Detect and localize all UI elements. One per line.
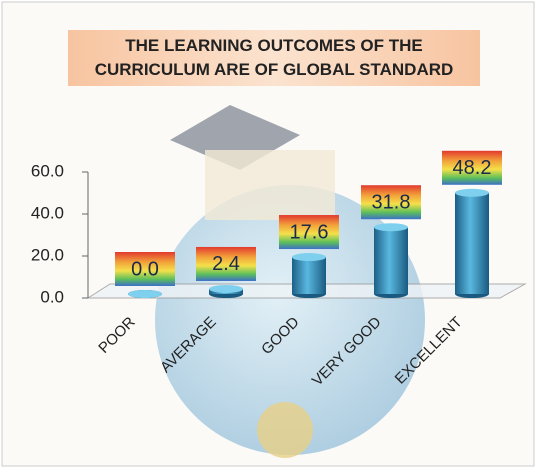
bar-top — [455, 188, 489, 197]
label-box — [115, 252, 175, 286]
value-label: 48.2 — [453, 157, 492, 179]
y-tick-label: 0.0 — [40, 287, 64, 306]
bar — [455, 192, 489, 294]
bar-top — [209, 284, 243, 293]
chart-title: THE LEARNING OUTCOMES OF THE CURRICULUM … — [68, 30, 480, 86]
bar — [292, 257, 326, 294]
value-label: 17.6 — [290, 221, 329, 243]
label-box — [196, 246, 256, 281]
y-tick-label: 40.0 — [31, 203, 64, 222]
label-box — [279, 215, 339, 250]
y-tick-label: 60.0 — [31, 161, 64, 180]
bar-top — [292, 253, 326, 262]
value-label: 31.8 — [372, 192, 411, 214]
label-box — [361, 185, 421, 220]
value-label: 2.4 — [212, 253, 240, 275]
bar-top — [128, 290, 162, 298]
bar — [374, 227, 408, 294]
coin-decoration — [257, 402, 313, 458]
value-label: 0.0 — [131, 258, 159, 280]
diploma-decoration — [205, 150, 335, 220]
label-box — [442, 150, 502, 185]
bar-top — [374, 223, 408, 232]
y-tick-label: 20.0 — [31, 245, 64, 264]
